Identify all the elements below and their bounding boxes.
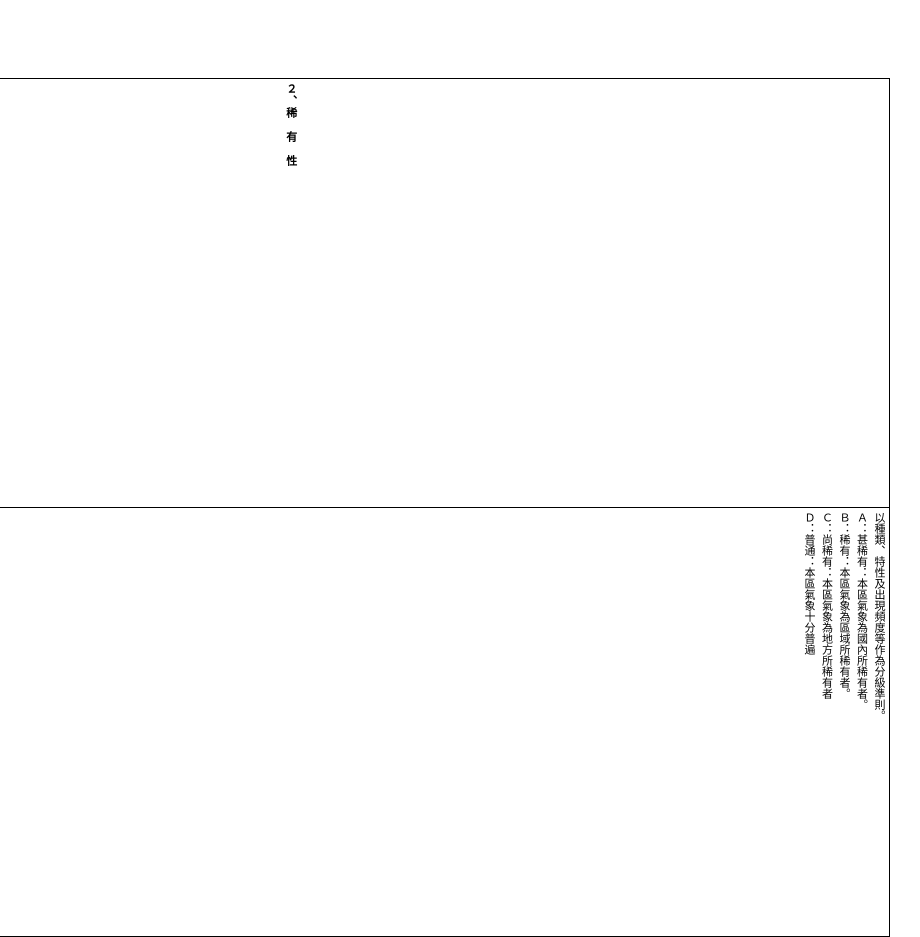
- crit2-rule: 以種類、特性及出現頻度等作為分級準則。: [871, 512, 888, 721]
- crit2-D: Ｄ：普通：本區氣象十分普遍: [801, 512, 818, 721]
- crit2-B: Ｂ：稀有：本區氣象為區域所稀有者。: [836, 512, 853, 721]
- crit-num: ２: [285, 83, 297, 95]
- document-page: 評 鑑 分 級評 因 要 素 項: [0, 0, 920, 651]
- crit2-C: Ｃ：尚稀有：本區氣象為地方所稀有者: [818, 512, 835, 721]
- crit2-A: Ａ：甚稀有：本區氣象為國內所稀有者。: [853, 512, 870, 721]
- criterion-2-body: 以種類、特性及出現頻度等作為分級準則。 Ａ：甚稀有：本區氣象為國內所稀有者。 Ｂ…: [0, 508, 890, 937]
- criterion-2-header: ２、稀 有 性: [0, 79, 890, 508]
- crit-name: 、稀 有 性: [285, 95, 297, 167]
- evaluation-table-right: 評 鑑 分 級評 因 要 素 項: [0, 78, 890, 937]
